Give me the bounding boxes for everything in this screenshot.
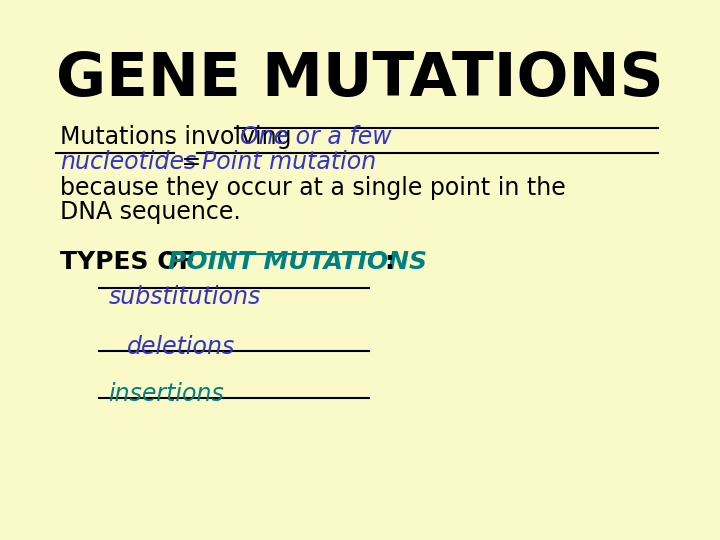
Text: Mutations involving: Mutations involving xyxy=(60,125,300,149)
Text: substitutions: substitutions xyxy=(109,285,261,309)
Text: POINT MUTATIONS: POINT MUTATIONS xyxy=(168,250,427,274)
Text: deletions: deletions xyxy=(127,335,235,359)
Text: One or a few: One or a few xyxy=(240,125,392,149)
Text: TYPES OF: TYPES OF xyxy=(60,250,204,274)
Text: :: : xyxy=(384,250,394,274)
Text: insertions: insertions xyxy=(109,382,225,406)
Text: =: = xyxy=(174,150,209,174)
Text: GENE MUTATIONS: GENE MUTATIONS xyxy=(56,50,664,109)
Text: DNA sequence.: DNA sequence. xyxy=(60,200,241,224)
Text: because they occur at a single point in the: because they occur at a single point in … xyxy=(60,176,566,200)
Text: Point mutation: Point mutation xyxy=(202,150,376,174)
Text: nucleotides: nucleotides xyxy=(60,150,197,174)
